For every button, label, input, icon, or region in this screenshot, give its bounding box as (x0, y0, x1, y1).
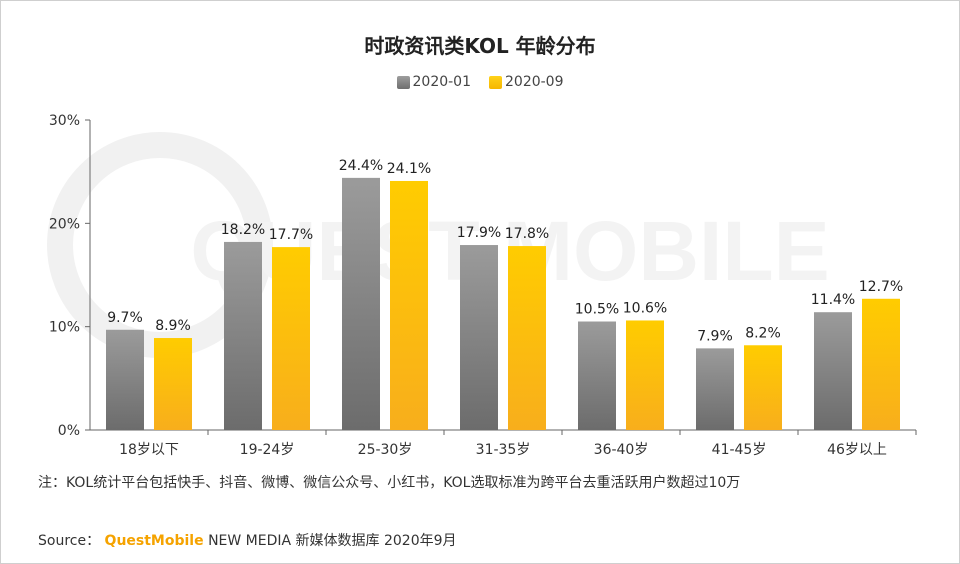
source-brand: QuestMobile (104, 533, 204, 549)
data-label: 18.2% (221, 222, 265, 238)
data-label: 12.7% (859, 279, 903, 295)
chart-title: 时政资讯类KOL 年龄分布 (364, 34, 596, 58)
bar (578, 321, 616, 430)
bar (862, 298, 900, 430)
source-rest: NEW MEDIA 新媒体数据库 2020年9月 (208, 533, 457, 549)
data-label: 17.9% (457, 225, 501, 241)
x-tick-label: 18岁以下 (119, 442, 179, 458)
legend-swatch-gray (396, 75, 410, 89)
bar (106, 329, 144, 430)
bar (696, 348, 734, 430)
x-tick-label: 25-30岁 (358, 442, 413, 458)
legend-swatch-yellow (489, 75, 502, 89)
data-label: 17.7% (269, 227, 313, 243)
data-label: 10.6% (623, 300, 667, 316)
data-label: 24.1% (387, 161, 431, 177)
data-label: 17.8% (505, 226, 549, 242)
y-tick-label: 20% (49, 216, 80, 232)
legend-item-2020-09: 2020-09 (489, 74, 564, 90)
y-tick-label: 30% (49, 113, 80, 129)
x-tick-label: 36-40岁 (594, 442, 649, 458)
data-label: 8.9% (155, 318, 191, 334)
data-label: 8.2% (745, 325, 781, 341)
bar (460, 245, 498, 430)
source-line: Source： QuestMobile NEW MEDIA 新媒体数据库 202… (38, 530, 457, 550)
legend-label: 2020-01 (412, 74, 472, 90)
data-label: 7.9% (697, 328, 733, 344)
bar (390, 180, 428, 430)
bar (154, 338, 192, 430)
data-label: 9.7% (107, 310, 143, 326)
footnote: 注：KOL统计平台包括快手、抖音、微博、微信公众号、小红书，KOL选取标准为跨平… (38, 475, 741, 491)
data-label: 24.4% (339, 158, 383, 174)
legend: 2020-01 2020-09 (0, 74, 960, 90)
bar (224, 241, 262, 430)
x-tick-label: 46岁以上 (827, 442, 887, 458)
bar (744, 345, 782, 430)
legend-item-2020-01: 2020-01 (396, 74, 472, 90)
y-tick-label: 0% (58, 423, 80, 439)
source-prefix: Source： (38, 533, 101, 549)
bar (342, 177, 380, 430)
data-label: 11.4% (811, 292, 855, 308)
data-label: 10.5% (575, 302, 619, 318)
x-tick-label: 31-35岁 (476, 442, 531, 458)
x-tick-label: 19-24岁 (240, 442, 295, 458)
bar (814, 312, 852, 430)
bar (272, 247, 310, 430)
y-tick-label: 10% (49, 320, 80, 336)
legend-label: 2020-09 (505, 74, 564, 90)
bar (508, 246, 546, 430)
bar (626, 320, 664, 430)
x-tick-label: 41-45岁 (712, 442, 767, 458)
